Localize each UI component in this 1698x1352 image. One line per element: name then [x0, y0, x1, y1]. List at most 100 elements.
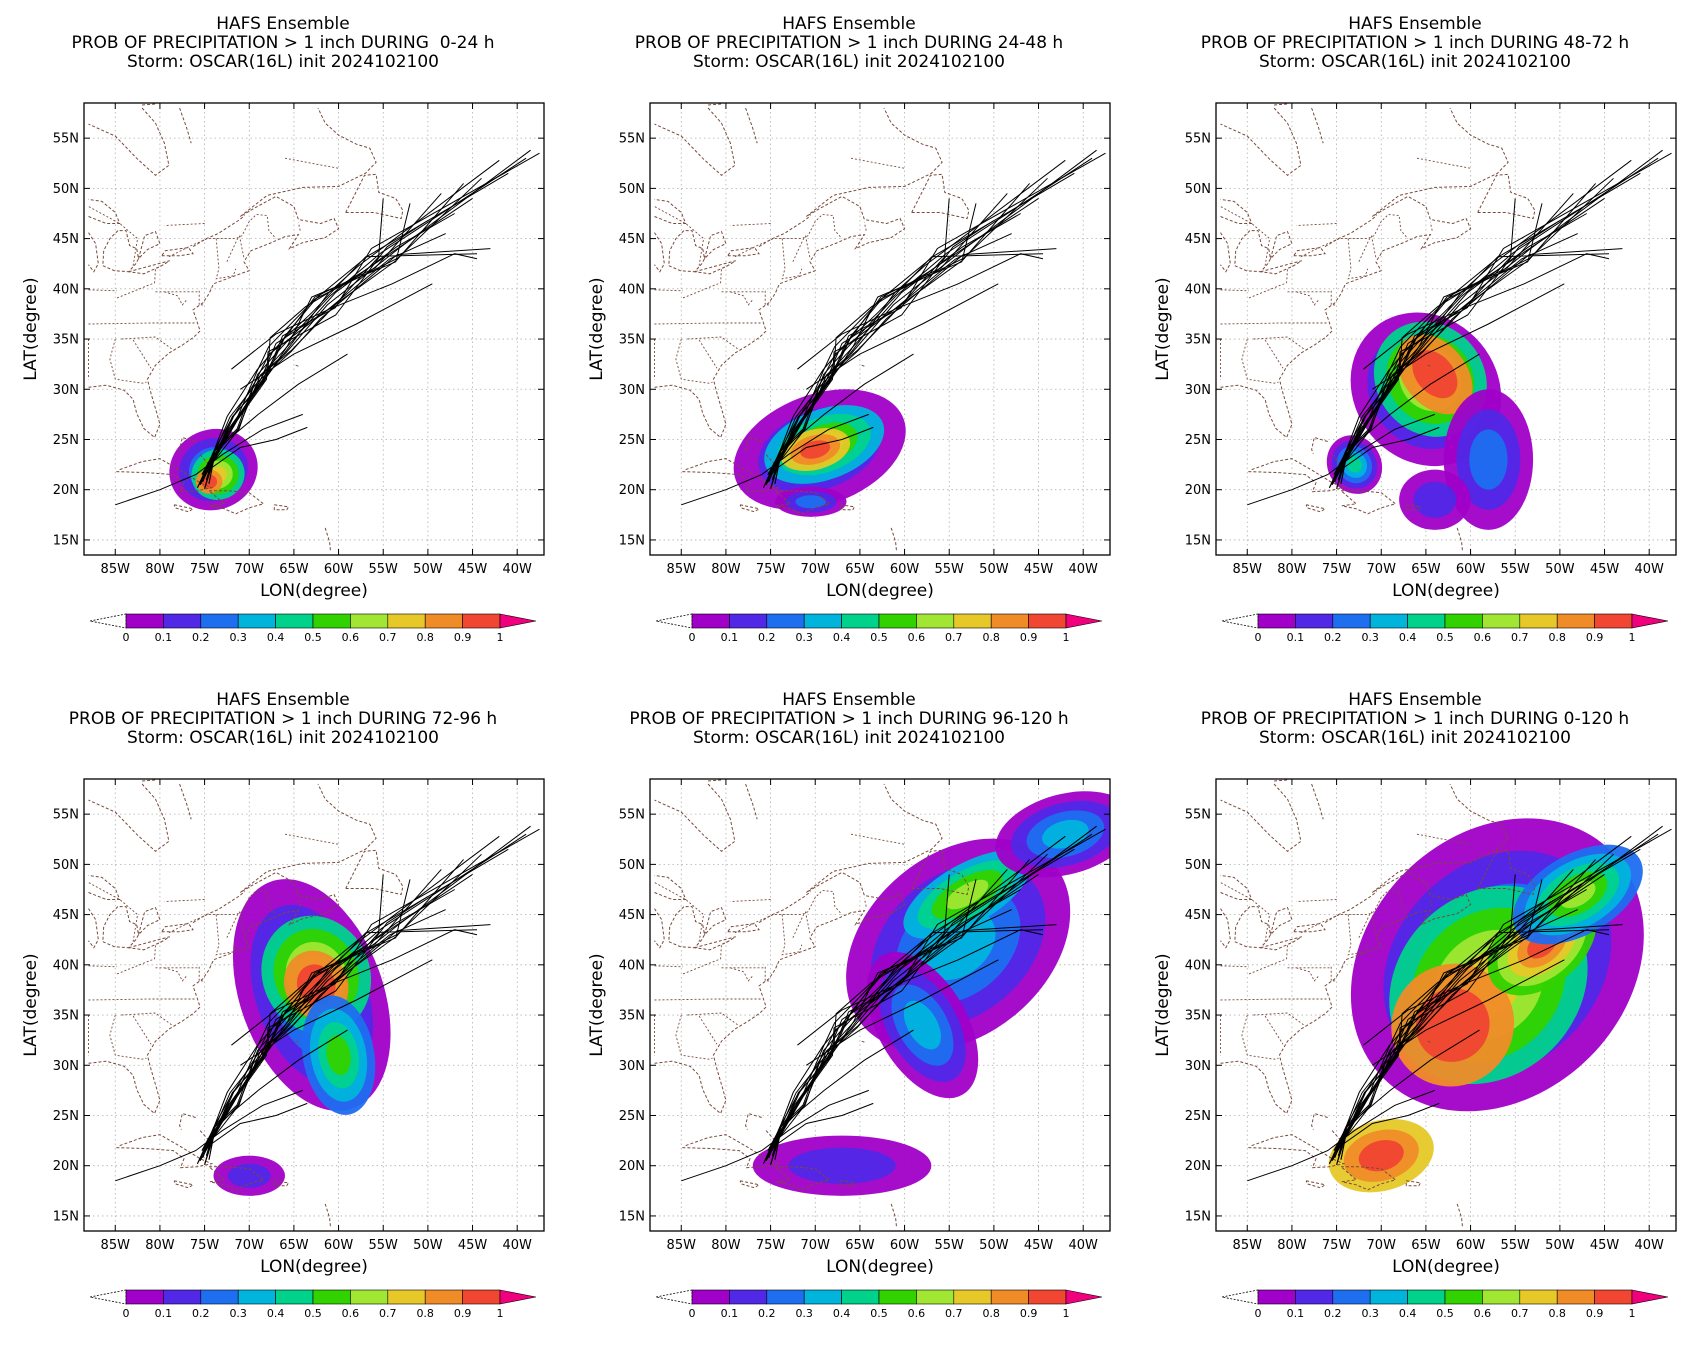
coastline	[745, 1112, 762, 1130]
colorbar-swatch	[916, 613, 955, 629]
coastline	[727, 923, 760, 933]
title-line-3: Storm: OSCAR(16L) init 2024102100	[693, 728, 1005, 748]
y-tick-label: 30N	[53, 1059, 79, 1074]
colorbar-label: 0.7	[945, 631, 963, 644]
x-axis-label: LON(degree)	[260, 581, 368, 601]
coastline	[694, 936, 736, 951]
colorbar-over-arrow	[499, 613, 537, 629]
colorbar-swatch	[387, 1289, 426, 1305]
x-tick-label: 60W	[890, 1238, 920, 1253]
y-tick-label: 55N	[1185, 808, 1211, 823]
y-tick-label: 30N	[1185, 383, 1211, 398]
x-tick-label: 85W	[101, 1238, 131, 1253]
colorbar-over-arrow	[1065, 1289, 1103, 1305]
political-border	[675, 1014, 713, 1060]
x-tick-label: 65W	[1411, 1238, 1441, 1253]
y-tick-label: 25N	[53, 433, 79, 448]
ensemble-track	[201, 172, 509, 475]
coastline	[745, 783, 758, 820]
colorbar-swatch	[1594, 1289, 1633, 1305]
prob-contour	[1469, 429, 1508, 490]
colorbar-label: 1	[497, 631, 504, 644]
coastline	[1220, 198, 1253, 224]
colorbar-swatch	[1556, 613, 1595, 629]
ensemble-track	[222, 353, 348, 445]
ensemble-track	[1331, 833, 1659, 1161]
coastline	[890, 527, 897, 552]
coastline	[654, 198, 687, 224]
political-border	[792, 238, 805, 262]
political-border	[109, 1014, 147, 1060]
colorbar-label: 0.4	[267, 631, 285, 644]
colorbar-swatch	[200, 613, 239, 629]
coastline	[88, 783, 170, 852]
x-tick-label: 55W	[1501, 562, 1531, 577]
ensemble-track	[1372, 959, 1565, 1066]
colorbar-swatch	[462, 1289, 501, 1305]
ensemble-track	[774, 426, 874, 471]
coastline	[765, 454, 776, 465]
y-tick-label: 20N	[1185, 483, 1211, 498]
colorbar-label: 0.8	[416, 631, 434, 644]
panel-2: HAFS Ensemble PROB OF PRECIPITATION > 1 i…	[566, 0, 1132, 676]
political-border	[226, 914, 239, 938]
plot-frame	[83, 102, 545, 556]
coastline	[1260, 936, 1302, 951]
political-border	[198, 290, 204, 306]
colorbar-label: 0.3	[795, 631, 813, 644]
plot-frame	[1215, 778, 1677, 1232]
colorbar-swatch	[1028, 613, 1067, 629]
colorbar-label: 0.6	[1474, 631, 1492, 644]
coastline	[839, 504, 856, 511]
y-tick-label: 35N	[53, 1009, 79, 1024]
coastline	[739, 1180, 761, 1189]
ensemble-track	[199, 833, 527, 1161]
y-tick-label: 20N	[1185, 1159, 1211, 1174]
colorbar-swatch	[1332, 1289, 1371, 1305]
y-tick-label: 35N	[1185, 1009, 1211, 1024]
colorbar-under-arrow	[655, 613, 693, 629]
x-tick-label: 50W	[413, 562, 443, 577]
ensemble-track	[231, 929, 478, 1046]
colorbar-label: 0.1	[721, 1307, 739, 1320]
coastline	[199, 454, 210, 465]
colorbar-label: 0.7	[379, 631, 397, 644]
political-border	[1264, 339, 1284, 369]
y-tick-label: 20N	[53, 1159, 79, 1174]
colorbar-swatch	[1332, 613, 1371, 629]
colorbar-label: 0	[123, 631, 130, 644]
political-border	[164, 899, 205, 902]
x-tick-label: 50W	[1545, 562, 1575, 577]
y-tick-label: 45N	[1185, 908, 1211, 923]
coastline	[1340, 1166, 1397, 1191]
probability-field	[1328, 818, 1644, 1193]
x-tick-label: 50W	[979, 562, 1009, 577]
colorbar-label: 1	[1629, 1307, 1636, 1320]
colorbar-label: 0.8	[982, 631, 1000, 644]
title-line-3: Storm: OSCAR(16L) init 2024102100	[127, 728, 439, 748]
colorbar-label: 0.7	[945, 1307, 963, 1320]
colorbar-label: 0.7	[379, 1307, 397, 1320]
coastline	[758, 215, 812, 248]
prob-contour	[227, 1163, 271, 1188]
coastline	[179, 1112, 196, 1130]
ensemble-track	[806, 283, 999, 390]
colorbar-swatch	[1369, 613, 1408, 629]
coastline	[295, 1040, 299, 1043]
colorbar-label: 0.3	[1361, 1307, 1379, 1320]
y-tick-label: 50N	[619, 858, 645, 873]
coastline	[239, 107, 377, 217]
ensemble-track	[767, 193, 1008, 475]
coastline	[173, 1180, 195, 1189]
ensemble-track	[115, 413, 303, 506]
colorbar-label: 0.5	[1436, 631, 1454, 644]
map-plot: 85W 80W 75W 70W 65W 60W 55W 50W 45W 40W 55N 50N 45N 4…	[1153, 102, 1677, 644]
ensemble-track	[1328, 253, 1610, 488]
colorbar-label: 0.3	[229, 631, 247, 644]
political-border	[687, 1012, 740, 1027]
political-border	[654, 206, 705, 266]
x-tick-label: 85W	[1233, 1238, 1263, 1253]
x-tick-label: 85W	[667, 562, 697, 577]
political-border	[168, 890, 277, 934]
coastline	[1305, 1180, 1327, 1189]
